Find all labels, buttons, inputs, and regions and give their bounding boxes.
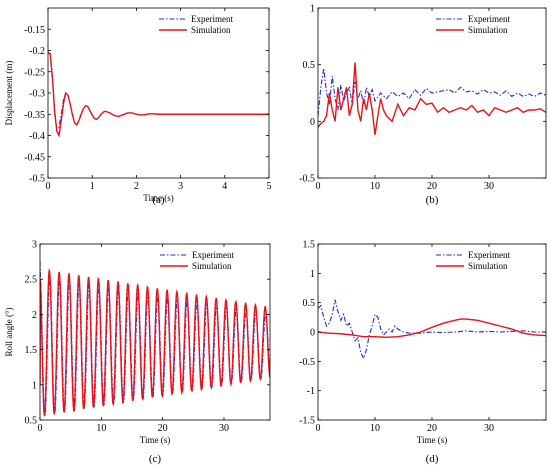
x-tick-label: 3 — [178, 181, 183, 192]
series-line-simulation — [318, 62, 546, 136]
legend-label-simulation: Simulation — [468, 261, 508, 271]
x-axis-label: Time (s) — [140, 435, 170, 445]
y-tick-label: -0.4 — [29, 131, 45, 142]
y-tick-label: 0 — [310, 117, 315, 128]
y-tick-label: -0.5 — [29, 174, 45, 185]
y-tick-label: -0.25 — [24, 67, 45, 78]
y-axis-label: Displacement (m) — [4, 61, 14, 126]
y-tick-label: 0.5 — [303, 298, 316, 309]
legend-label-experiment: Experiment — [468, 14, 510, 24]
x-tick-label: 30 — [484, 423, 494, 434]
x-tick-label: 10 — [370, 423, 380, 434]
y-tick-label: -0.3 — [29, 89, 45, 100]
x-tick-label: 10 — [96, 423, 106, 434]
y-axis-label: Roll angle (°) — [4, 307, 14, 356]
y-tick-label: -1.5 — [299, 416, 315, 427]
y-tick-label: 1 — [310, 269, 315, 280]
y-tick-label: 0.5 — [25, 416, 38, 427]
panel-label: (d) — [426, 453, 439, 465]
legend-label-simulation: Simulation — [468, 25, 508, 35]
y-tick-label: -0.35 — [24, 110, 45, 121]
x-axis-label: Time (s) — [417, 435, 447, 445]
x-tick-label: 0 — [38, 423, 43, 434]
x-tick-label: 20 — [427, 423, 437, 434]
x-tick-label: 20 — [427, 181, 437, 192]
y-tick-label: -0.2 — [29, 46, 45, 57]
panel-label: (a) — [152, 194, 165, 206]
y-tick-label: 2 — [32, 310, 37, 321]
chart-panel-a: 0 1 2 3 4 5 -0.5 -0.45 -0.4 -0.35 -0.3 -0.25 -0.2 -0.… — [4, 7, 272, 206]
x-tick-label: 0 — [316, 423, 321, 434]
x-tick-label: 1 — [90, 181, 95, 192]
y-tick-label: 3 — [32, 240, 37, 251]
plot-frame — [47, 7, 270, 179]
y-tick-label: 1 — [32, 380, 37, 391]
y-tick-label: 1.5 — [25, 345, 38, 356]
panel-label: (c) — [149, 453, 162, 465]
x-tick-label: 30 — [219, 423, 229, 434]
panel-label: (b) — [426, 194, 439, 206]
x-tick-label: 5 — [267, 181, 272, 192]
plot-frame — [39, 243, 271, 421]
series-line-experiment — [318, 67, 546, 116]
chart-panel-d: 0 10 20 30 -1.5 -1 -0.5 0 0.5 1 1.5 Time (s) Experim… — [299, 240, 547, 465]
y-tick-label: -0.15 — [24, 25, 45, 36]
chart-panel-c: 0 10 20 30 0.5 1 1.5 2 2.5 3 Time (s) Roll angle (°… — [4, 240, 271, 465]
legend-label-simulation: Simulation — [192, 261, 232, 271]
y-tick-label: 0 — [310, 328, 315, 339]
series-line-simulation — [48, 52, 269, 138]
x-tick-label: 20 — [158, 423, 168, 434]
series-line-experiment — [48, 52, 269, 131]
y-tick-label: -1 — [307, 386, 315, 397]
x-tick-label: 2 — [134, 181, 139, 192]
x-tick-label: 4 — [222, 181, 227, 192]
legend-label-experiment: Experiment — [468, 250, 510, 260]
x-tick-label: 10 — [370, 181, 380, 192]
y-tick-label: 1 — [310, 4, 315, 15]
y-tick-label: -0.5 — [299, 357, 315, 368]
x-tick-label: 30 — [484, 181, 494, 192]
y-tick-label: -0.5 — [299, 174, 315, 185]
legend-label-experiment: Experiment — [191, 14, 233, 24]
y-tick-label: 0.5 — [303, 60, 316, 71]
series-line-simulation — [40, 268, 270, 417]
y-tick-label: -0.45 — [24, 152, 45, 163]
x-tick-label: 0 — [316, 181, 321, 192]
x-axis-label: Time (s) — [143, 193, 173, 203]
y-tick-label: 2.5 — [25, 275, 38, 286]
legend-label-simulation: Simulation — [191, 25, 231, 35]
legend-label-experiment: Experiment — [192, 250, 234, 260]
x-tick-label: 0 — [46, 181, 51, 192]
series-line-simulation — [318, 318, 546, 338]
series-line-experiment — [318, 299, 546, 360]
y-tick-label: 1.5 — [303, 240, 316, 251]
